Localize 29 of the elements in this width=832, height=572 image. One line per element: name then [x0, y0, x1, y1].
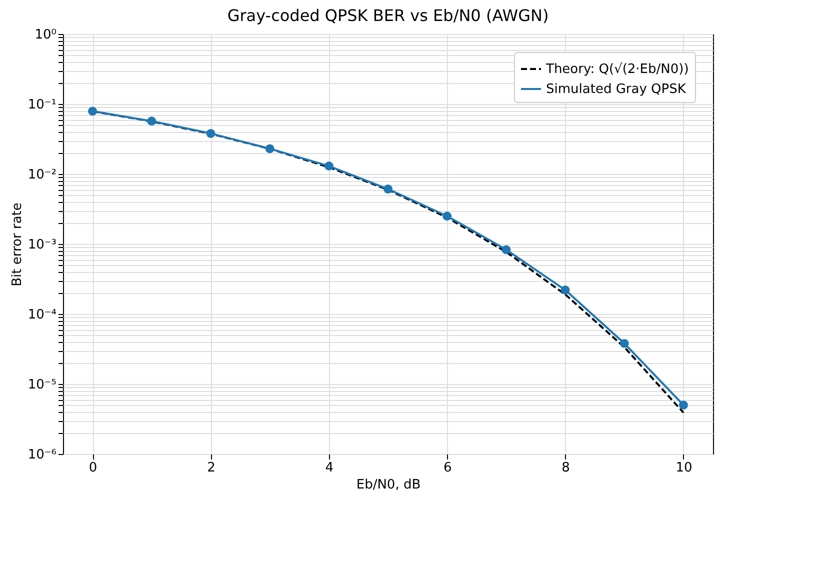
point — [324, 162, 334, 170]
y-tick-label: 10⁻³ — [28, 238, 56, 252]
point — [265, 144, 274, 154]
x-tick-label: 4 — [325, 460, 334, 476]
y-axis-title: Bit error rate — [10, 202, 25, 286]
point — [384, 184, 392, 194]
legend-label: Theory: Q(√(2·Eb/N0)) — [545, 62, 689, 77]
x-tick-label: 2 — [207, 460, 216, 476]
y-tick-label: 10⁻⁵ — [28, 378, 56, 392]
x-tick-label: 6 — [443, 460, 452, 476]
y-tick-label: 10⁰ — [34, 28, 56, 42]
point — [560, 286, 570, 294]
point — [620, 338, 629, 348]
point — [678, 400, 688, 410]
y-tick-label: 10⁻⁴ — [28, 308, 56, 322]
x-tick-label: 10 — [676, 460, 692, 476]
point — [206, 128, 216, 138]
x-tick-label: 8 — [562, 460, 570, 476]
legend-label: Simulated Gray QPSK — [546, 82, 686, 97]
x-tick-label: 0 — [88, 460, 98, 476]
point — [147, 116, 156, 126]
point — [88, 106, 98, 116]
x-axis-title: Eb/N0, dB — [356, 478, 421, 492]
y-tick-label: 10⁻⁶ — [28, 448, 56, 462]
y-tick-label: 10⁻¹ — [28, 98, 56, 112]
point — [502, 245, 511, 254]
point — [442, 212, 452, 221]
chart-title: Gray-coded QPSK BER vs Eb/N0 (AWGN) — [227, 6, 549, 25]
y-tick-label: 10⁻² — [28, 168, 56, 182]
